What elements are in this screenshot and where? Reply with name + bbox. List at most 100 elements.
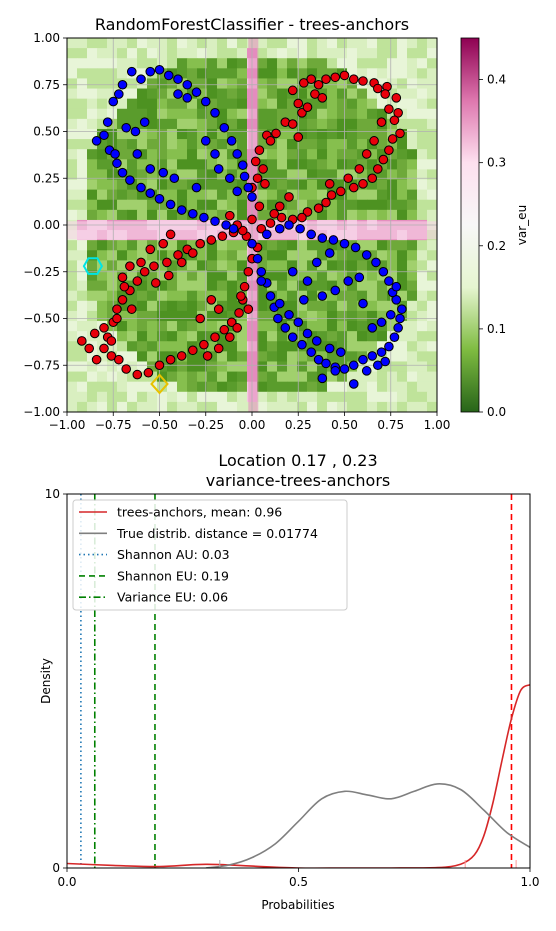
heatmap-cell [77, 372, 87, 383]
heatmap-cell [167, 372, 177, 383]
point-class-0 [261, 180, 270, 189]
point-class-0 [235, 309, 244, 318]
heatmap-cell [377, 180, 387, 191]
point-class-0 [196, 239, 205, 248]
heatmap-cell [407, 260, 417, 271]
heatmap-cell [347, 129, 357, 140]
heatmap-cell [277, 58, 287, 69]
point-class-1 [200, 213, 209, 222]
heatmap-cell [397, 149, 407, 160]
heatmap-cell [187, 48, 197, 59]
heatmap-cell [107, 392, 117, 403]
heatmap-cell [267, 331, 277, 342]
point-class-0 [196, 314, 205, 323]
heatmap-cell [117, 139, 127, 150]
heatmap-cell [337, 200, 347, 211]
heatmap-cell [407, 250, 417, 261]
heatmap-cell [77, 89, 87, 100]
density-x-tick-label: 1.0 [520, 875, 539, 889]
heatmap-cell [67, 149, 77, 160]
heatmap-cell [327, 260, 337, 271]
heatmap-cell [267, 99, 277, 110]
heatmap-cell [417, 210, 427, 221]
heatmap-cell [67, 331, 77, 342]
heatmap-cell [427, 99, 437, 110]
heatmap-cell [407, 38, 417, 49]
heatmap-cell [337, 38, 347, 49]
heatmap-cell [397, 68, 407, 79]
heatmap-cell [237, 200, 247, 211]
heatmap-cell [167, 139, 177, 150]
point-class-0 [392, 94, 401, 103]
heatmap-cell [107, 250, 117, 261]
heatmap-cell [327, 392, 337, 403]
point-class-1 [379, 267, 388, 276]
heatmap-cell [357, 392, 367, 403]
heatmap-y-tick-label: 0.00 [33, 218, 60, 232]
heatmap-cell [407, 58, 417, 69]
heatmap-cell [277, 250, 287, 261]
heatmap-cell [417, 392, 427, 403]
heatmap-cell [277, 180, 287, 191]
point-class-1 [122, 123, 131, 132]
heatmap-cell [167, 149, 177, 160]
heatmap-cell [97, 402, 107, 413]
heatmap-cell [387, 180, 397, 191]
point-class-1 [211, 217, 220, 226]
heatmap-cell [287, 38, 297, 49]
heatmap-cell [157, 99, 167, 110]
heatmap-cell [427, 119, 437, 130]
heatmap-cell [97, 301, 107, 312]
point-class-1 [385, 342, 394, 351]
heatmap-cell [397, 210, 407, 221]
point-class-0 [189, 249, 198, 258]
heatmap-cell [387, 190, 397, 201]
point-class-1 [133, 150, 142, 159]
heatmap-cell [397, 38, 407, 49]
heatmap-cell [137, 99, 147, 110]
heatmap-cell [427, 321, 437, 332]
point-class-0 [226, 211, 235, 220]
heatmap-cell [87, 78, 97, 89]
heatmap-cell [147, 341, 157, 352]
heatmap-cell [367, 38, 377, 49]
heatmap-cell [67, 89, 77, 100]
heatmap-cell [277, 149, 287, 160]
point-class-1 [201, 137, 210, 146]
heatmap-cell [427, 372, 437, 383]
heatmap-cell [117, 200, 127, 211]
heatmap-cell [387, 250, 397, 261]
heatmap-cell [367, 281, 377, 292]
point-class-1 [349, 380, 358, 389]
colorbar [461, 38, 479, 412]
heatmap-cell [317, 48, 327, 59]
heatmap-y-tick-label: −0.75 [23, 358, 60, 372]
heatmap-cell [167, 392, 177, 403]
heatmap-cell [337, 301, 347, 312]
heatmap-cell [347, 402, 357, 413]
heatmap-cell [97, 311, 107, 322]
heatmap-cell [217, 402, 227, 413]
heatmap-cell [277, 351, 287, 362]
point-class-1 [238, 161, 247, 170]
heatmap-cell [147, 99, 157, 110]
point-class-1 [257, 267, 266, 276]
heatmap-cell [87, 372, 97, 383]
heatmap-cell [107, 190, 117, 201]
heatmap-cell [227, 99, 237, 110]
heatmap-cell [407, 159, 417, 170]
heatmap-cell [257, 78, 267, 89]
heatmap-cell [187, 260, 197, 271]
heatmap-cell [397, 382, 407, 393]
point-class-0 [207, 236, 216, 245]
point-class-1 [300, 296, 309, 305]
heatmap-cell [317, 109, 327, 120]
heatmap-cell [367, 210, 377, 221]
point-class-1 [155, 65, 164, 74]
heatmap-cell [267, 48, 277, 59]
point-class-1 [312, 258, 321, 267]
point-class-1 [312, 337, 321, 346]
heatmap-cell [367, 240, 377, 251]
heatmap-x-tick-label: −0.75 [95, 418, 132, 432]
heatmap-cell [417, 372, 427, 383]
